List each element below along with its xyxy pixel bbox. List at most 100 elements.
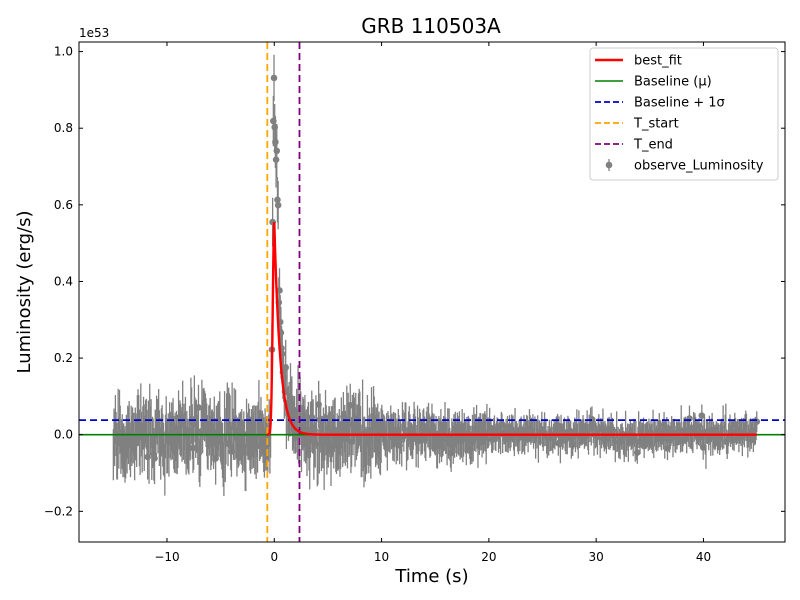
data-point xyxy=(186,427,193,435)
data-point xyxy=(449,434,456,442)
data-point xyxy=(308,413,316,421)
data-point xyxy=(348,438,355,446)
data-point xyxy=(195,404,202,411)
data-point xyxy=(189,444,197,452)
y-tick-label: 0.8 xyxy=(54,121,73,135)
data-point xyxy=(636,437,644,445)
legend-label: Baseline + 1σ xyxy=(634,96,725,111)
data-point xyxy=(315,401,322,408)
legend-label: observe_Luminosity xyxy=(634,159,764,174)
data-point xyxy=(555,439,562,447)
y-tick-label: −0.2 xyxy=(44,504,73,518)
data-point xyxy=(318,434,326,442)
data-point xyxy=(467,445,474,452)
x-tick-label: −10 xyxy=(154,550,179,564)
y-tick-label: 0.2 xyxy=(54,351,73,365)
data-point xyxy=(316,416,324,423)
data-point xyxy=(517,426,524,433)
data-point xyxy=(197,428,205,435)
data-point xyxy=(660,421,668,429)
plot-frame xyxy=(78,41,786,543)
data-point xyxy=(640,442,648,450)
data-point xyxy=(437,420,445,428)
data-point xyxy=(609,427,616,434)
y-tick-label: 1.0 xyxy=(54,45,73,59)
x-axis-label: Time (s) xyxy=(394,566,468,587)
legend-label: T_end xyxy=(633,138,673,153)
data-point xyxy=(436,442,443,450)
data-point xyxy=(438,436,446,444)
data-point xyxy=(699,444,707,451)
data-point xyxy=(684,427,691,434)
data-point xyxy=(589,423,596,430)
data-point xyxy=(276,287,283,294)
data-point xyxy=(151,455,158,462)
y-tick-label: 0.0 xyxy=(54,428,73,442)
data-point xyxy=(144,453,151,461)
data-point xyxy=(333,437,341,445)
data-point xyxy=(425,416,432,423)
data-point xyxy=(561,437,569,444)
data-point xyxy=(601,435,608,443)
data-point xyxy=(731,420,739,428)
y-tick-label: 0.4 xyxy=(54,274,73,288)
data-point xyxy=(447,449,455,457)
data-point xyxy=(164,432,172,440)
y-offset-text: 1e53 xyxy=(79,26,109,40)
data-point xyxy=(305,426,312,434)
data-point xyxy=(708,426,715,434)
data-point xyxy=(149,439,157,447)
data-point xyxy=(212,455,219,462)
data-point xyxy=(227,442,235,450)
data-point xyxy=(449,441,457,449)
y-tick-label: 0.6 xyxy=(54,198,73,212)
data-point xyxy=(272,156,280,164)
legend: best_fit Baseline (μ) Baseline + 1σ T_start… xyxy=(589,47,779,181)
data-point xyxy=(458,423,466,430)
data-point xyxy=(318,440,325,448)
data-point xyxy=(324,437,331,445)
data-point xyxy=(228,448,235,455)
data-point xyxy=(391,426,399,434)
x-tick-label: 10 xyxy=(374,550,389,564)
legend-box xyxy=(589,47,779,181)
data-point xyxy=(325,428,333,435)
data-point xyxy=(566,427,574,435)
data-point xyxy=(115,439,123,447)
legend-label: best_fit xyxy=(634,54,682,69)
legend-label: Baseline (μ) xyxy=(634,75,712,90)
data-point xyxy=(489,436,496,443)
data-point xyxy=(504,436,512,443)
data-point xyxy=(506,423,513,430)
data-point xyxy=(254,442,261,450)
data-point xyxy=(616,438,623,446)
data-point xyxy=(396,442,403,449)
data-point xyxy=(723,438,730,445)
data-point xyxy=(658,436,665,443)
data-point xyxy=(597,425,605,433)
data-point xyxy=(274,201,282,209)
data-point xyxy=(340,413,347,421)
data-point xyxy=(569,441,577,448)
y-axis-label: Luminosity (erg/s) xyxy=(14,211,35,374)
data-point xyxy=(524,435,532,443)
x-tick-label: 30 xyxy=(589,550,604,564)
x-tick-label: 20 xyxy=(481,550,496,564)
data-point xyxy=(272,138,279,146)
overlay-lines xyxy=(79,42,785,542)
data-point xyxy=(679,437,686,445)
data-point xyxy=(273,147,281,155)
data-point xyxy=(633,449,641,456)
data-point xyxy=(498,420,506,428)
data-point xyxy=(557,425,565,432)
data-point xyxy=(664,445,671,452)
legend-label: T_start xyxy=(633,117,679,132)
plot-area xyxy=(79,42,785,542)
data-point xyxy=(211,437,219,444)
x-tick-label: 40 xyxy=(696,550,711,564)
data-point xyxy=(235,436,243,443)
data-point xyxy=(270,117,277,125)
data-point xyxy=(698,412,706,419)
data-point xyxy=(467,440,475,447)
